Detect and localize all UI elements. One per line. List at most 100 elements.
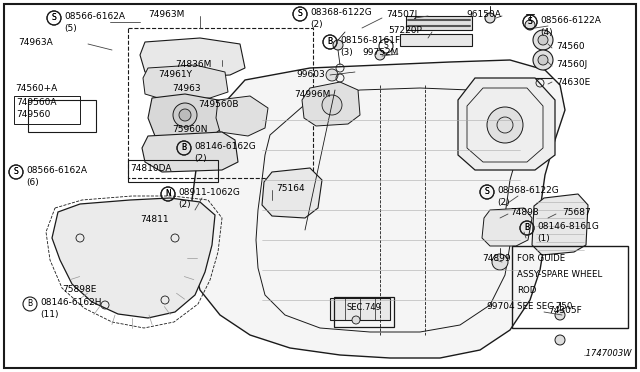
Text: B: B (181, 144, 187, 153)
Circle shape (555, 335, 565, 345)
Polygon shape (482, 208, 532, 246)
Circle shape (555, 310, 565, 320)
Text: 75898E: 75898E (62, 285, 97, 294)
Circle shape (485, 13, 495, 23)
Text: S: S (484, 187, 490, 196)
Text: B: B (524, 224, 529, 232)
Text: 749560: 749560 (16, 110, 51, 119)
Text: 75164: 75164 (276, 184, 305, 193)
Bar (14, 96, 80, 124)
Text: (4): (4) (540, 28, 552, 37)
Polygon shape (302, 82, 360, 126)
Polygon shape (140, 38, 245, 78)
Text: 57220P: 57220P (388, 26, 422, 35)
Text: 74811: 74811 (140, 215, 168, 224)
Circle shape (533, 50, 553, 70)
Text: 74898: 74898 (510, 208, 539, 217)
Bar (334, 297, 394, 327)
Polygon shape (262, 168, 322, 218)
Circle shape (538, 35, 548, 45)
Circle shape (533, 30, 553, 50)
Text: (6): (6) (26, 178, 39, 187)
Text: 74899: 74899 (482, 254, 511, 263)
Text: 99704: 99704 (486, 302, 515, 311)
Text: B: B (328, 38, 333, 46)
Circle shape (173, 103, 197, 127)
Text: 74507J: 74507J (386, 10, 417, 19)
Text: S: S (383, 42, 388, 51)
Text: S: S (527, 17, 532, 26)
Text: 08156-8161F: 08156-8161F (340, 36, 400, 45)
Text: B: B (181, 144, 187, 153)
Text: 74630E: 74630E (556, 78, 590, 87)
Polygon shape (216, 96, 268, 136)
Text: .1747003W: .1747003W (584, 349, 632, 358)
Text: 74996M: 74996M (294, 90, 330, 99)
Text: 08911-1062G: 08911-1062G (178, 188, 240, 197)
Text: (2): (2) (194, 154, 207, 163)
Circle shape (487, 107, 523, 143)
Text: 08146-8161G: 08146-8161G (537, 222, 599, 231)
Bar (330, 298, 390, 320)
Polygon shape (190, 60, 565, 358)
Text: 99752M: 99752M (362, 48, 398, 57)
Text: 08566-6162A: 08566-6162A (64, 12, 125, 21)
Text: 08146-6162G: 08146-6162G (194, 142, 256, 151)
Text: S: S (52, 13, 56, 22)
Text: 08368-6122G: 08368-6122G (497, 186, 559, 195)
Text: 75687: 75687 (562, 208, 591, 217)
Polygon shape (532, 194, 588, 255)
Text: S: S (298, 10, 302, 19)
Text: S: S (527, 17, 532, 26)
Text: 74305F: 74305F (548, 306, 582, 315)
Text: 74963A: 74963A (18, 38, 52, 47)
Circle shape (333, 40, 343, 50)
Text: (3): (3) (340, 48, 353, 57)
Text: 08566-6162A: 08566-6162A (26, 166, 87, 175)
Text: 74836M: 74836M (175, 60, 211, 69)
Text: ROD: ROD (517, 286, 536, 295)
Circle shape (322, 95, 342, 115)
Polygon shape (143, 65, 228, 100)
Polygon shape (142, 132, 238, 172)
Text: S: S (52, 13, 56, 22)
Text: B: B (28, 299, 33, 308)
Text: S: S (13, 167, 19, 176)
Text: N: N (165, 189, 171, 199)
Circle shape (375, 50, 385, 60)
Text: 749560A: 749560A (16, 98, 56, 107)
Bar (406, 16, 472, 30)
Text: B: B (524, 224, 529, 232)
Text: 08566-6122A: 08566-6122A (540, 16, 601, 25)
Text: (5): (5) (64, 24, 77, 33)
Text: S: S (298, 10, 302, 19)
Text: 75960N: 75960N (172, 125, 207, 134)
Text: S: S (484, 187, 490, 196)
Text: (2): (2) (310, 20, 323, 29)
Circle shape (492, 254, 508, 270)
Circle shape (538, 55, 548, 65)
Text: 74560+A: 74560+A (15, 84, 57, 93)
Text: 74963: 74963 (172, 84, 200, 93)
Text: N: N (165, 189, 171, 199)
Circle shape (326, 69, 338, 81)
Text: 99603: 99603 (296, 70, 324, 79)
Text: 74560: 74560 (556, 42, 584, 51)
Text: 74963M: 74963M (148, 10, 184, 19)
Bar (128, 160, 218, 182)
Text: B: B (328, 38, 333, 46)
Text: (2): (2) (178, 200, 191, 209)
Text: 74961Y: 74961Y (158, 70, 192, 79)
Text: (2): (2) (497, 198, 509, 207)
Text: S: S (13, 167, 19, 176)
Polygon shape (458, 78, 555, 170)
Text: FOR GUIDE: FOR GUIDE (517, 254, 565, 263)
Circle shape (352, 316, 360, 324)
Text: 08368-6122G: 08368-6122G (310, 8, 372, 17)
Bar (400, 34, 472, 46)
Text: (11): (11) (40, 310, 58, 319)
Bar (512, 246, 628, 328)
Text: 74560J: 74560J (556, 60, 588, 69)
Circle shape (179, 109, 191, 121)
Text: SEE SEC.750: SEE SEC.750 (517, 302, 572, 311)
